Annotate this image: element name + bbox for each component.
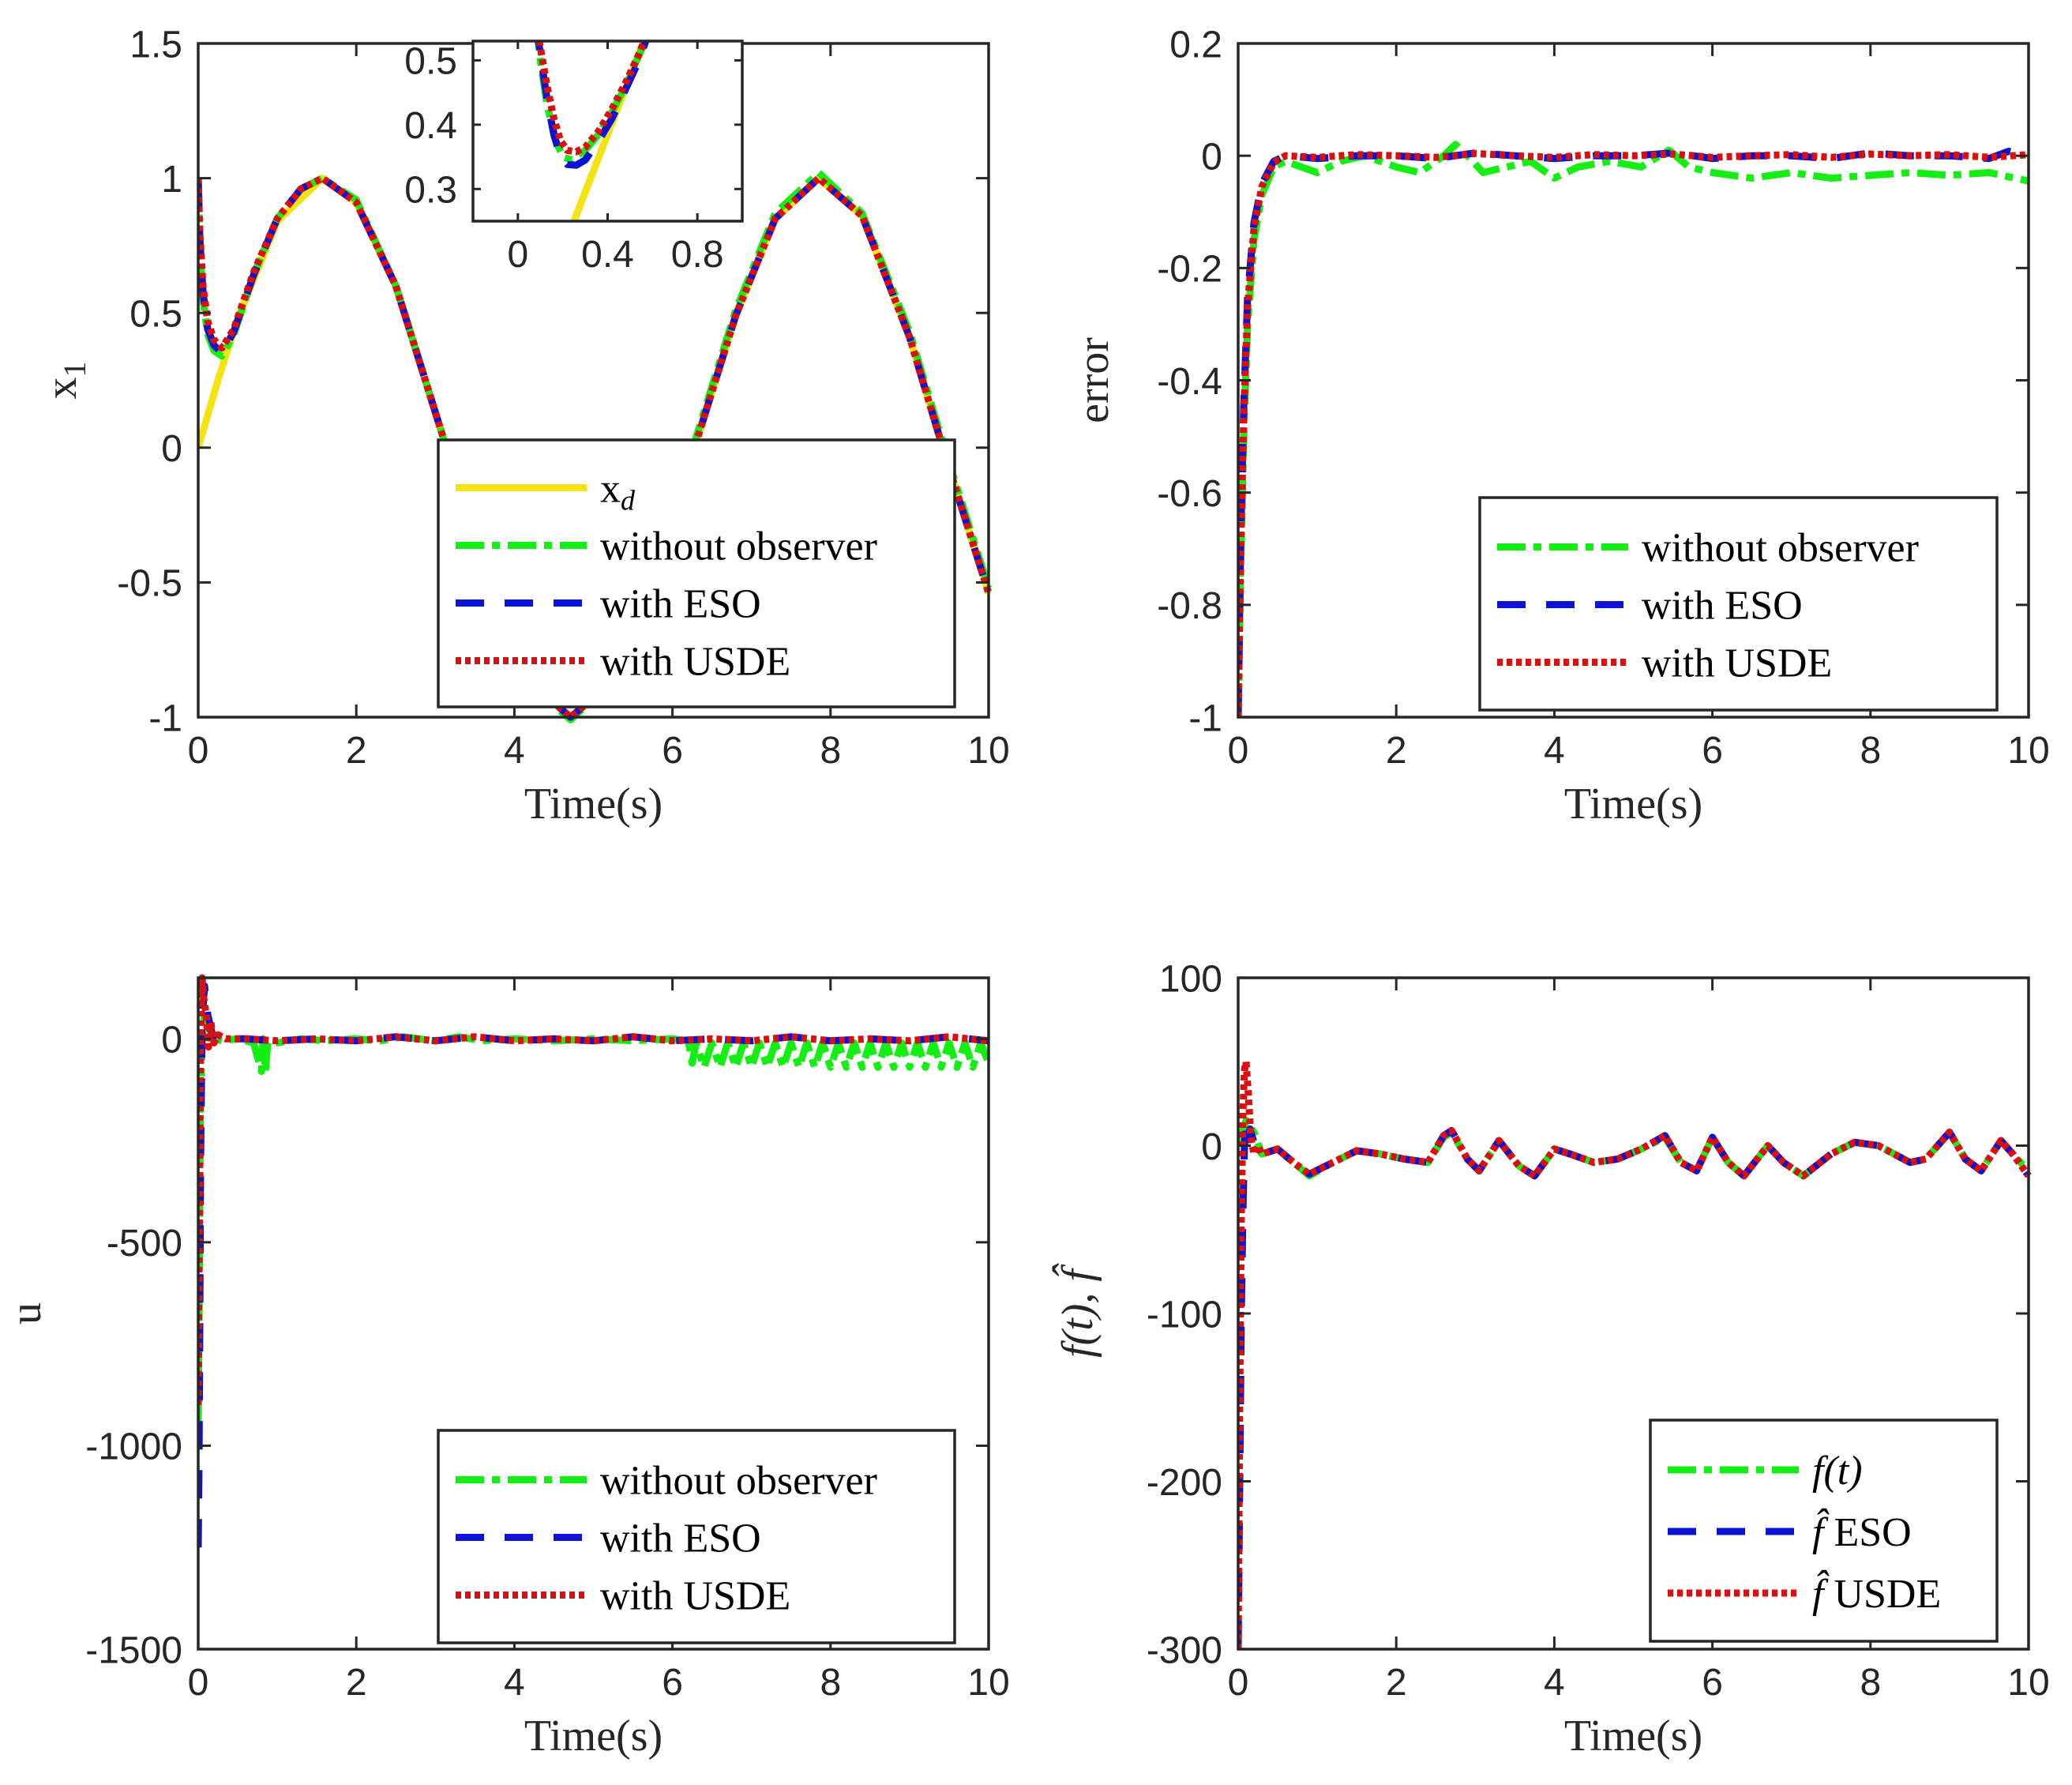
f-xtick-label: 0 (1228, 1662, 1249, 1704)
f-xlabel: Time(s) (1564, 1712, 1702, 1761)
legend-label: with USDE (1642, 641, 1832, 686)
legend-label-f: f(t) (1812, 1449, 1863, 1494)
u-xtick-label: 4 (504, 1662, 525, 1704)
f-xtick-label: 2 (1386, 1662, 1407, 1704)
legend-label: with ESO (600, 582, 761, 627)
f-xtick-label: 4 (1544, 1662, 1565, 1704)
f-xtick-label: 6 (1702, 1662, 1723, 1704)
error-ytick-label: -0.8 (1157, 585, 1222, 627)
ylabel-main: x (37, 378, 86, 400)
x1-ytick-label: 1.5 (130, 24, 182, 66)
error-xtick-label: 2 (1386, 730, 1407, 772)
f-ytick-label: -200 (1147, 1462, 1222, 1504)
error-ytick-label: 0.2 (1169, 24, 1222, 66)
x1-xlabel: Time(s) (524, 780, 663, 829)
x1-xtick-label: 6 (662, 730, 683, 772)
f-ytick-label: 0 (1201, 1126, 1222, 1168)
u-axes-box (197, 976, 990, 1651)
u-series-without (198, 1010, 993, 1426)
inset-xtick-label: 0 (507, 234, 528, 276)
x1-ytick-label: -1 (148, 697, 182, 739)
error-ylabel: error (1069, 337, 1118, 423)
f-xtick-label: 8 (1860, 1662, 1881, 1704)
inset-ytick-label: 0.5 (404, 41, 457, 83)
f-ylabel: f(t), f̂ (1051, 1263, 1102, 1358)
chart-error: 0 2 4 6 8 10 -1 -0.8 -0.6 -0.4 -0.2 0 0.2 Time(s) erro… (1069, 24, 2050, 829)
error-ytick-label: -0.6 (1157, 473, 1222, 515)
f-ytick-label: -100 (1147, 1294, 1222, 1336)
x1-ylabel: x1 (37, 362, 92, 400)
x1-xtick-label: 4 (504, 730, 525, 772)
legend-label: f̂ USDE (1812, 1569, 1941, 1617)
u-xlabel: Time(s) (524, 1712, 663, 1761)
legend-label: with USDE (600, 640, 790, 685)
legend-label-rest: ESO (1823, 1510, 1911, 1555)
x1-xtick-label: 10 (967, 730, 1009, 772)
error-series-usde (1238, 149, 2029, 718)
error-xtick-label: 4 (1544, 730, 1565, 772)
u-xtick-label: 8 (820, 1662, 841, 1704)
u-ytick-label: 0 (161, 1020, 182, 1062)
x1-ytick-label: 0.5 (130, 293, 182, 335)
u-xtick-label: 6 (662, 1662, 683, 1704)
u-series-usde (198, 974, 989, 1405)
inset-series-usde (535, 41, 648, 156)
x1-xtick-label: 2 (346, 730, 367, 772)
error-ytick-label: -1 (1188, 697, 1222, 739)
inset-ytick-label: 0.3 (404, 170, 457, 212)
legend-label: without observer (600, 524, 877, 569)
u-ytick-label: -1500 (85, 1629, 182, 1671)
legend-label-main: x (600, 467, 621, 512)
u-ytick-label: -1000 (85, 1426, 182, 1468)
error-ytick-label: -0.2 (1157, 249, 1222, 291)
error-xtick-label: 0 (1228, 730, 1249, 772)
x1-ytick-label: 0 (161, 428, 182, 470)
error-xtick-label: 10 (2007, 730, 2049, 772)
legend-label: without observer (600, 1459, 877, 1504)
x1-xtick-label: 0 (188, 730, 209, 772)
error-xlabel: Time(s) (1564, 780, 1702, 829)
legend-label: with ESO (600, 1516, 761, 1561)
chart-u: 0 2 4 6 8 10 -1500 -1000 -500 0 Time(s) u without ob… (2, 974, 1010, 1761)
error-xtick-label: 8 (1860, 730, 1881, 772)
u-ytick-label: -500 (107, 1223, 182, 1265)
legend-label: without observer (1642, 526, 1919, 571)
legend-label-sub: d (621, 485, 636, 517)
inset-xtick-label: 0.4 (581, 234, 634, 276)
u-xtick-label: 10 (967, 1662, 1009, 1704)
x1-ytick-label: 1 (161, 159, 182, 201)
x1-series-usde (198, 175, 993, 721)
f-series-usde (1238, 1058, 2032, 1650)
u-ylabel: u (2, 1302, 51, 1325)
legend-label-rest: USDE (1823, 1572, 1941, 1617)
legend-label: xd (600, 467, 636, 517)
x1-inset: 0 0.4 0.8 0.3 0.4 0.5 (404, 39, 744, 276)
x1-ytick-label: -0.5 (117, 563, 182, 605)
legend-label: with USDE (600, 1574, 790, 1619)
legend-label: f(t) (1812, 1449, 1863, 1494)
error-ytick-label: -0.4 (1157, 361, 1222, 403)
u-xtick-label: 2 (346, 1662, 367, 1704)
error-ytick-label: 0 (1201, 136, 1222, 178)
inset-ytick-label: 0.4 (404, 105, 457, 147)
f-ytick-label: 100 (1159, 958, 1222, 1000)
x1-xtick-label: 8 (820, 730, 841, 772)
inset-xtick-label: 0.8 (671, 234, 724, 276)
legend-label: f̂ ESO (1812, 1508, 1912, 1555)
ylabel-sub: 1 (57, 362, 92, 378)
legend-label: with ESO (1642, 584, 1803, 629)
u-xtick-label: 0 (188, 1662, 209, 1704)
chart-f: 0 2 4 6 8 10 -300 -200 -100 0 100 Time(s) f(t), f̂ f(… (1051, 958, 2049, 1761)
f-legend-box (1649, 1419, 1999, 1643)
f-ytick-label: -300 (1147, 1629, 1222, 1671)
f-xtick-label: 10 (2007, 1662, 2049, 1704)
error-xtick-label: 6 (1702, 730, 1723, 772)
